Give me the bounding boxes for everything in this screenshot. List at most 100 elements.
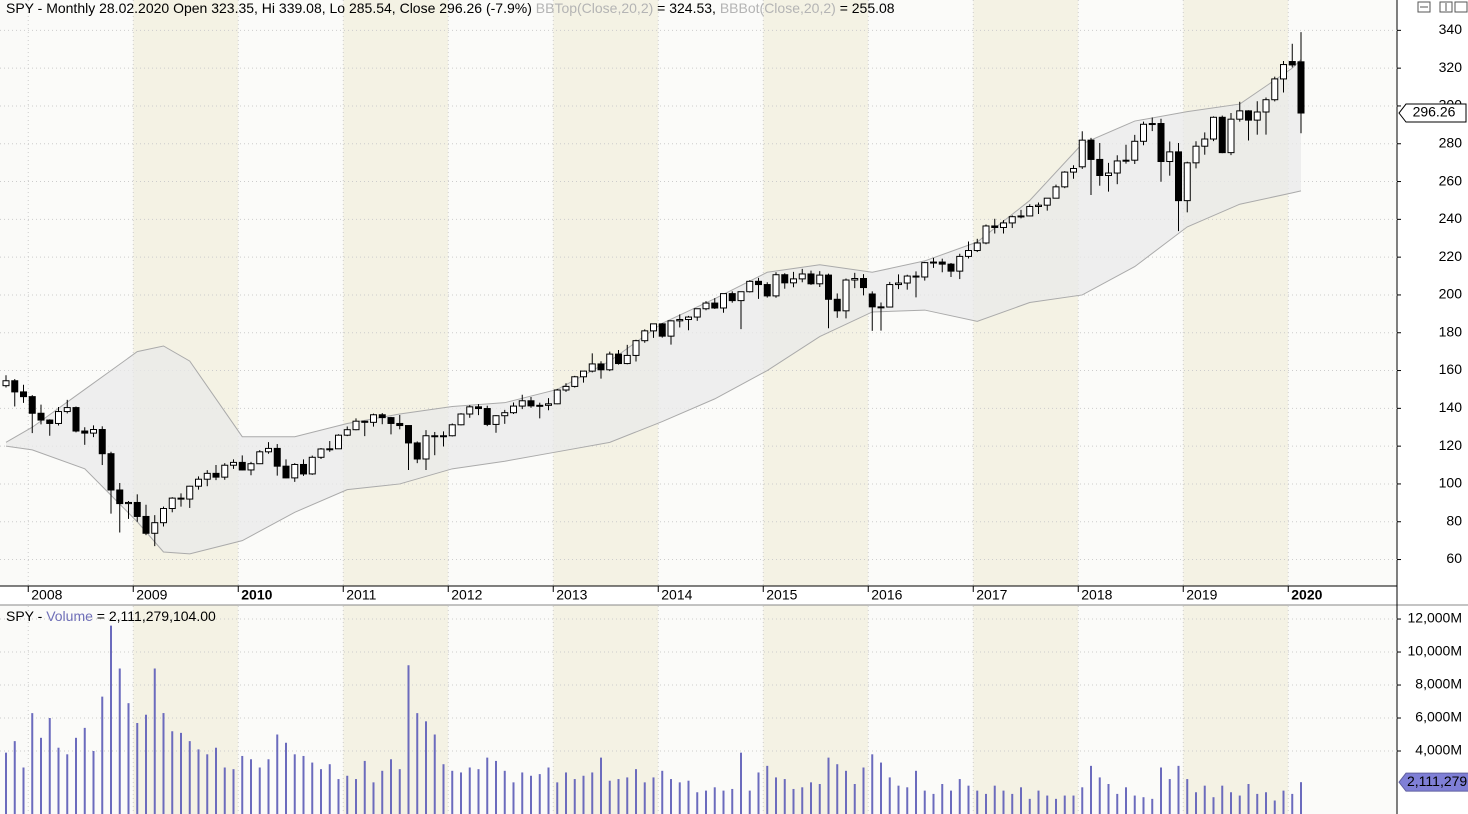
y-tick-label: 320	[1439, 59, 1463, 75]
candle-body	[1131, 140, 1139, 161]
candle-body	[912, 275, 920, 278]
candle-body	[851, 278, 859, 281]
candle-body	[947, 263, 955, 272]
candle-body	[1105, 172, 1112, 176]
y-tick-label: 340	[1439, 21, 1463, 37]
header-title: SPY - Monthly 28.02.2020 Open 323.35, Hi…	[6, 0, 532, 16]
candle-body	[221, 464, 229, 478]
candle-body	[965, 250, 972, 257]
volume-badge	[1398, 772, 1468, 792]
candle-body	[387, 417, 395, 424]
y-tick-label: 140	[1439, 399, 1463, 415]
candle-body	[1166, 151, 1174, 163]
candle-body	[676, 319, 684, 322]
year-band	[868, 0, 974, 814]
year-band	[1288, 0, 1397, 814]
x-tick-label: 2011	[346, 587, 376, 603]
candle-body	[956, 255, 964, 272]
candle-body	[107, 453, 115, 491]
candle-body	[597, 363, 605, 371]
y-tick-label: 220	[1439, 248, 1463, 264]
candle-body	[405, 425, 412, 444]
candle-body	[807, 273, 815, 285]
candle-body	[46, 419, 54, 424]
x-tick-label: 2009	[136, 587, 167, 603]
candle-body	[711, 302, 719, 309]
x-tick-label: 2013	[556, 587, 587, 603]
candle-body	[606, 353, 614, 371]
bb-top-label: BBTop(Close,20,2)	[535, 0, 654, 16]
candle-body	[903, 275, 911, 284]
candle-body	[1070, 168, 1077, 173]
bb-bot-value: = 255.08	[839, 0, 895, 16]
y-tick-label: 80	[1446, 512, 1462, 528]
candle-body	[413, 442, 421, 460]
candle-body	[685, 316, 692, 321]
price-badge-label: 296.26	[1413, 104, 1456, 120]
candle-body	[168, 497, 176, 510]
pane-icon	[1454, 1, 1468, 13]
x-tick-label: 2018	[1081, 587, 1112, 603]
x-tick-label: 2014	[661, 587, 692, 603]
candle-body	[886, 284, 894, 308]
candle-body	[2, 380, 10, 387]
candle-body	[667, 320, 675, 337]
candle-body	[1096, 158, 1104, 176]
candle-body	[1288, 61, 1296, 66]
candle-body	[37, 412, 45, 421]
volume-header: SPY - Volume = 2,111,279,104.00	[6, 608, 216, 624]
y-tick-label: 200	[1439, 286, 1463, 302]
candle-body	[55, 411, 62, 424]
candle-body	[510, 405, 517, 414]
candle-body	[930, 261, 937, 264]
candle-body	[860, 278, 867, 289]
candle-body	[982, 225, 990, 244]
volume-ticker: SPY -	[6, 608, 43, 624]
candle-body	[238, 461, 246, 471]
candle-body	[256, 451, 264, 465]
candle-body	[895, 282, 902, 286]
candle-body	[798, 273, 806, 280]
candle-body	[868, 293, 876, 308]
y-tick-label: 100	[1439, 475, 1463, 491]
candle-body	[81, 430, 89, 434]
candle-body	[763, 284, 771, 297]
candle-body	[693, 308, 701, 318]
bb-bot-label: BBBot(Close,20,2)	[719, 0, 836, 16]
candle-body	[816, 274, 824, 285]
x-tick-label: 2015	[766, 587, 797, 603]
band-fill	[6, 59, 1301, 554]
candle-body	[160, 508, 167, 524]
candle-body	[361, 420, 369, 423]
bb-bottom-line	[5, 190, 1302, 555]
candle-body	[1026, 205, 1034, 217]
candle-body	[448, 424, 456, 437]
x-tick-label: 2020	[1291, 587, 1322, 603]
x-tick-label: 2010	[241, 587, 272, 603]
candle-body	[562, 385, 570, 391]
candle-body	[781, 274, 789, 284]
candle-body	[527, 400, 535, 407]
candle-body	[151, 522, 159, 534]
candle-body	[396, 422, 404, 427]
candle-body	[790, 278, 797, 284]
candle-body	[588, 363, 596, 372]
candle-body	[1280, 64, 1287, 80]
candle-body	[370, 414, 377, 423]
candle-body	[641, 330, 649, 342]
y-tick-label: 120	[1439, 437, 1463, 453]
candle-body	[720, 293, 727, 309]
y-tick-label: 4,000M	[1415, 742, 1462, 758]
candle-body	[483, 408, 491, 425]
volume-name: Volume	[46, 608, 93, 624]
candle-body	[615, 353, 622, 365]
candle-body	[501, 412, 509, 417]
candle-body	[1271, 78, 1279, 101]
candle-body	[973, 242, 981, 252]
bb-top-value: = 324.53,	[657, 0, 716, 16]
y-tick-label: 240	[1439, 210, 1463, 226]
axis-strip	[0, 586, 1397, 605]
year-band	[343, 0, 449, 814]
